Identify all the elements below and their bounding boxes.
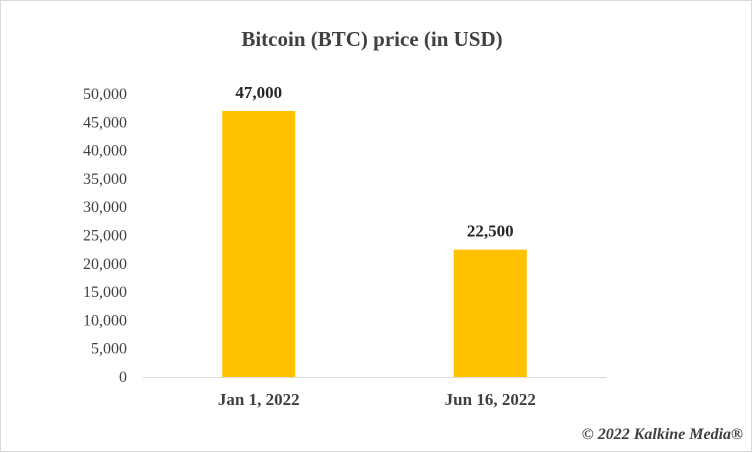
y-axis: 0 5,000 10,000 15,000 20,000 25,000 30,000 35,0…: [83, 86, 127, 386]
y-tick-label: 50,000: [83, 86, 127, 103]
bar: [222, 110, 296, 377]
y-tick-label: 5,000: [91, 341, 127, 358]
data-label: 47,000: [235, 83, 282, 102]
y-tick-label: 15,000: [83, 284, 127, 301]
y-tick-label: 25,000: [83, 228, 127, 245]
copyright-text: © 2022 Kalkine Media®: [582, 426, 743, 443]
x-category-label: Jan 1, 2022: [218, 390, 300, 409]
y-tick-label: 40,000: [83, 143, 127, 160]
chart-title: Bitcoin (BTC) price (in USD): [241, 27, 502, 51]
y-tick-label: 30,000: [83, 199, 127, 216]
x-axis: Jan 1, 2022 Jun 16, 2022: [143, 377, 606, 409]
data-label: 22,500: [467, 222, 514, 241]
y-tick-label: 45,000: [83, 114, 127, 131]
bar: [453, 249, 527, 377]
y-tick-label: 35,000: [83, 171, 127, 188]
bars: 47,000 22,500: [222, 83, 527, 377]
x-category-label: Jun 16, 2022: [445, 390, 536, 409]
y-tick-label: 0: [119, 369, 127, 386]
y-tick-label: 20,000: [83, 256, 127, 273]
y-tick-label: 10,000: [83, 312, 127, 329]
